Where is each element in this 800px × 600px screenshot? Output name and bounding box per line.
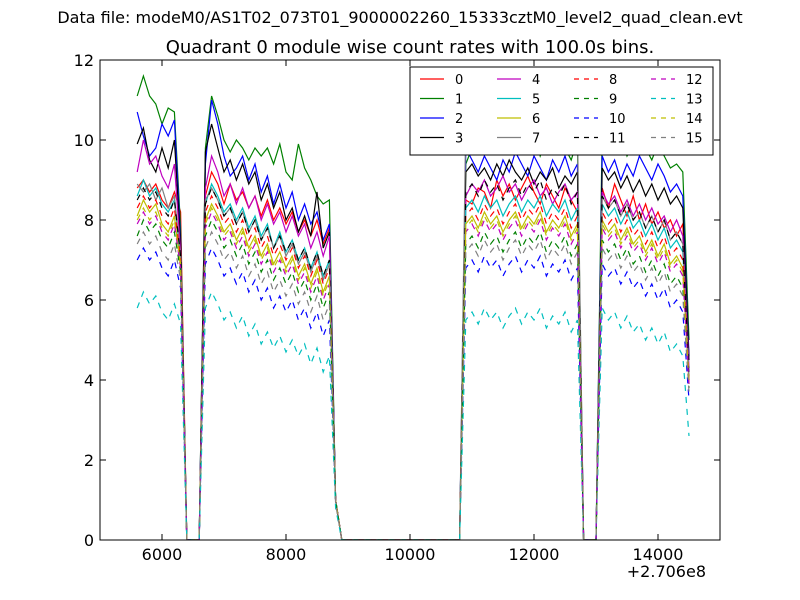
legend-label-10: 10 [609, 112, 626, 127]
legend-label-5: 5 [532, 93, 540, 108]
figure-suptitle: Data file: modeM0/AS1T02_073T01_90000022… [57, 8, 743, 27]
chart-title: Quadrant 0 module wise count rates with … [165, 37, 655, 58]
legend-label-6: 6 [532, 112, 540, 127]
x-tick-label: 10000 [385, 545, 436, 564]
legend-label-9: 9 [609, 93, 617, 108]
legend-label-12: 12 [686, 73, 703, 88]
y-tick-label: 6 [84, 291, 94, 310]
series-line-12 [136, 210, 690, 540]
y-tick-label: 12 [74, 51, 94, 70]
series-line-14 [136, 206, 690, 540]
legend-label-1: 1 [455, 93, 463, 108]
series-line-11 [136, 178, 690, 540]
x-tick-label: 12000 [509, 545, 560, 564]
y-tick-label: 10 [74, 131, 94, 150]
y-tick-label: 4 [84, 371, 94, 390]
series-line-15 [136, 230, 690, 540]
series-line-3 [136, 123, 690, 540]
legend-label-7: 7 [532, 132, 540, 147]
x-tick-label: 8000 [266, 545, 307, 564]
y-tick-label: 8 [84, 211, 94, 230]
series-line-8 [136, 194, 690, 540]
x-axis-offset-label: +2.706e8 [627, 562, 706, 581]
legend-label-14: 14 [686, 112, 703, 127]
legend-box [409, 66, 714, 156]
legend-label-4: 4 [532, 73, 540, 88]
series-line-10 [136, 246, 690, 540]
legend-label-11: 11 [609, 132, 626, 147]
y-tick-label: 0 [84, 531, 94, 550]
legend-label-8: 8 [609, 73, 617, 88]
x-tick-label: 14000 [633, 545, 684, 564]
series-line-2 [136, 99, 690, 540]
series-line-5 [136, 178, 690, 540]
plot-area [136, 73, 690, 540]
legend-label-2: 2 [455, 112, 463, 127]
legend-label-0: 0 [455, 73, 463, 88]
series-line-7 [136, 91, 690, 540]
legend-label-15: 15 [686, 132, 703, 147]
y-tick-label: 2 [84, 451, 94, 470]
series-line-13 [136, 290, 690, 540]
legend-label-13: 13 [686, 93, 703, 108]
series-line-9 [136, 218, 690, 540]
x-tick-label: 6000 [142, 545, 183, 564]
legend-label-3: 3 [455, 132, 463, 147]
